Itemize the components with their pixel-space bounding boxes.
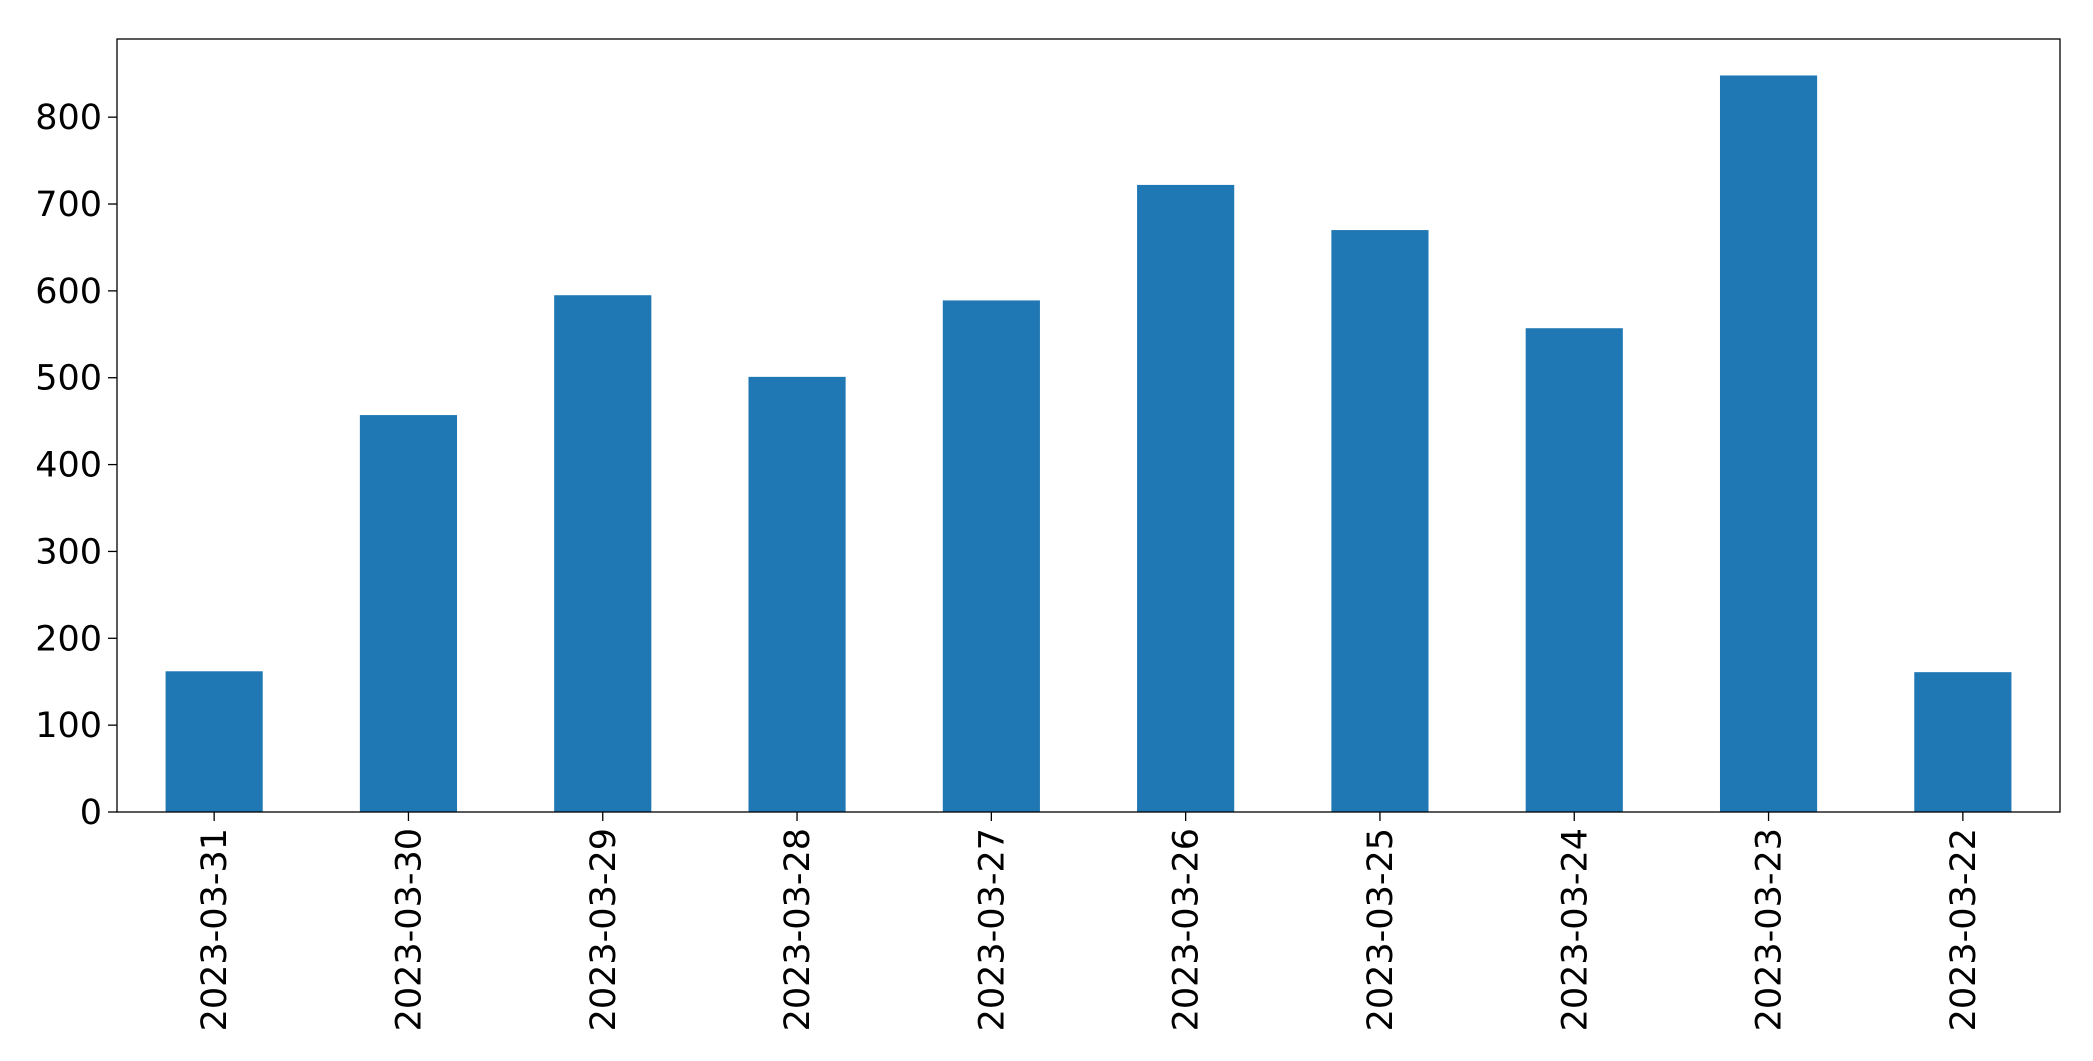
- bar-2023-03-31: [165, 671, 263, 812]
- y-tick-label: 300: [35, 532, 102, 572]
- bar-2023-03-22: [1914, 672, 2012, 812]
- y-axis: 0 100 200 300 400 500 600 700 800: [35, 98, 117, 833]
- x-tick-label: 2023-03-30: [389, 828, 429, 1031]
- bar-2023-03-25: [1331, 230, 1429, 812]
- x-tick-label: 2023-03-25: [1361, 828, 1401, 1031]
- bar-2023-03-24: [1525, 328, 1623, 812]
- bars-group: [165, 75, 2012, 813]
- y-tick-label: 0: [80, 793, 102, 833]
- y-tick-label: 600: [35, 272, 102, 312]
- bar-2023-03-26: [1137, 184, 1235, 812]
- x-tick-label: 2023-03-28: [778, 828, 818, 1031]
- bar-2023-03-29: [554, 295, 652, 812]
- x-tick-label: 2023-03-24: [1555, 828, 1595, 1031]
- bar-2023-03-23: [1719, 75, 1818, 813]
- x-tick-label: 2023-03-23: [1750, 828, 1790, 1031]
- y-tick-label: 200: [35, 619, 102, 659]
- x-tick-label: 2023-03-26: [1167, 828, 1207, 1031]
- x-tick-label: 2023-03-31: [195, 828, 235, 1031]
- plot-frame: [116, 38, 2061, 813]
- bar-2023-03-28: [748, 376, 846, 812]
- y-tick-label: 800: [35, 98, 102, 138]
- bar-2023-03-27: [942, 300, 1040, 812]
- x-tick-label: 2023-03-27: [972, 828, 1012, 1031]
- y-tick-label: 100: [35, 706, 102, 746]
- x-tick-label: 2023-03-29: [584, 828, 624, 1031]
- bar-2023-03-30: [359, 415, 458, 812]
- x-tick-label: 2023-03-22: [1944, 828, 1984, 1031]
- y-tick-label: 500: [35, 359, 102, 399]
- y-tick-label: 700: [35, 185, 102, 225]
- x-axis: 2023-03-31 2023-03-30 2023-03-29 2023-03-28…: [195, 812, 1984, 1031]
- y-tick-label: 400: [35, 446, 102, 486]
